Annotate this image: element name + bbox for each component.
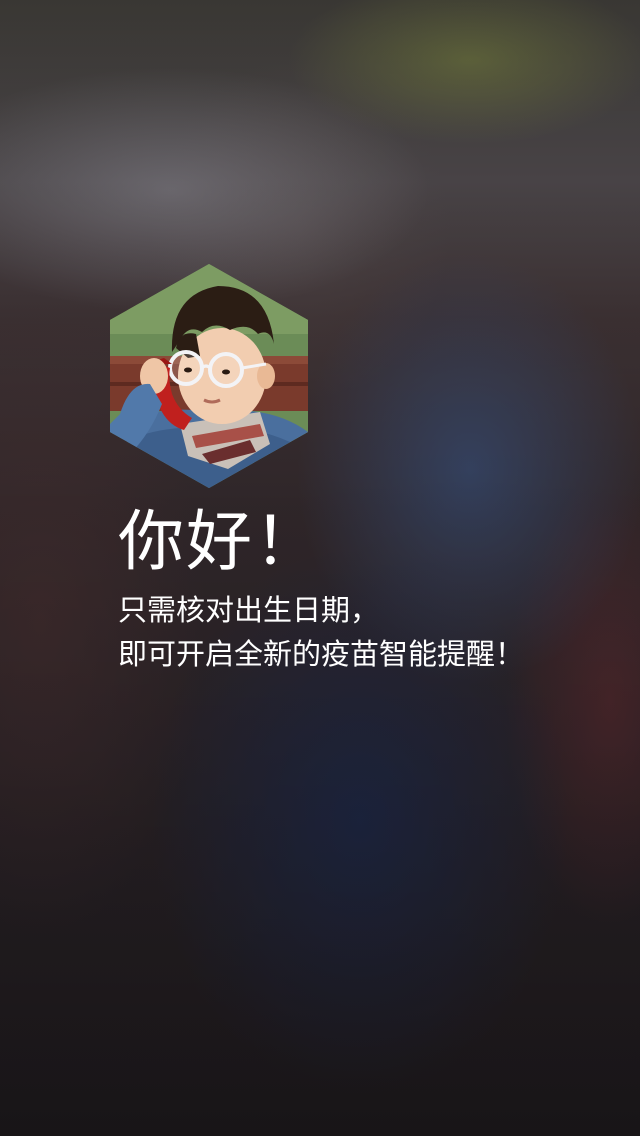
welcome-message: 只需核对出生日期， 即可开启全新的疫苗智能提醒！ — [118, 588, 524, 676]
message-line-2: 即可开启全新的疫苗智能提醒！ — [118, 637, 525, 671]
greeting-title: 你好！ — [118, 503, 322, 580]
message-line-1: 只需核对出生日期， — [118, 593, 380, 627]
